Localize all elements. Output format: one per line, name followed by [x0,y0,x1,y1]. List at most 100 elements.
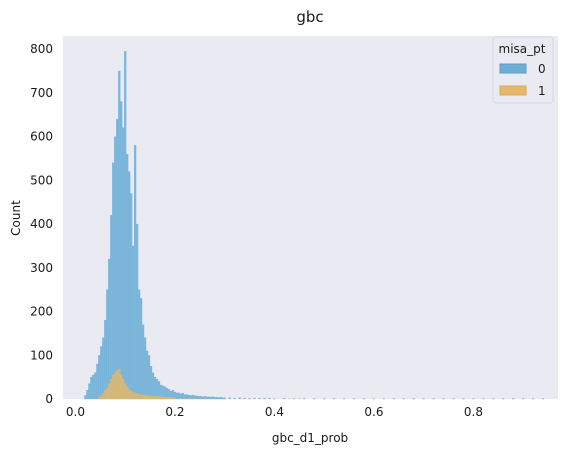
bar-series-0 [86,390,89,400]
bar-series-1 [126,386,129,400]
bar-series-1 [372,398,376,400]
bar-series-0 [136,223,139,400]
y-tick-label: 500 [30,173,53,187]
bar-series-0 [263,397,266,400]
bar-series-0 [88,383,91,400]
bar-series-1 [288,398,291,400]
bar-series-0 [191,394,194,400]
bar-series-1 [165,397,169,400]
bar-series-1 [223,398,226,400]
bar-series-0 [106,289,109,400]
bar-series-0 [94,372,97,400]
bar-series-1 [161,396,165,400]
bar-series-1 [144,395,147,400]
bar-series-1 [178,397,181,400]
bar-series-0 [104,320,107,400]
bar-series-0 [217,397,220,400]
bar-series-1 [193,397,196,400]
bar-series-0 [215,397,218,400]
bar-series-0 [472,398,475,400]
bar-series-0 [124,51,127,400]
legend-title: misa_pt [499,42,546,56]
bar-series-1 [140,394,143,400]
x-tick-label: 0.6 [364,405,383,419]
bar-series-1 [132,392,135,400]
bar-series-1 [147,395,151,400]
y-axis: 0 100 200 300 400 500 600 700 800 [30,42,53,406]
bar-series-0 [221,397,224,400]
bar-series-0 [128,171,131,400]
bar-series-0 [333,398,336,400]
bar-series-1 [130,390,133,400]
bar-series-1 [108,383,111,400]
x-axis-label: gbc_d1_prob [272,431,348,445]
bar-series-1 [136,393,139,400]
bar-series-0 [283,397,286,400]
bar-series-1 [149,395,153,400]
y-axis-label: Count [9,200,23,236]
bar-series-0 [120,101,123,400]
bar-series-1 [153,396,157,400]
bar-series-1 [124,383,127,400]
legend-label-1: 1 [538,84,546,98]
y-tick-label: 600 [30,130,53,144]
bar-series-0 [92,374,95,400]
bar-series-0 [155,379,159,400]
bar-series-0 [132,245,135,400]
bar-series-1 [112,374,115,400]
bar-series-0 [147,355,151,400]
bar-series-1 [298,398,301,400]
bar-series-1 [159,396,163,400]
bar-series-0 [157,381,161,400]
y-tick-label: 100 [30,348,53,362]
legend: misa_pt 0 1 [492,36,554,104]
bar-series-1 [273,398,276,400]
bar-series-0 [134,145,137,400]
bar-series-0 [452,398,455,400]
bar-series-0 [130,193,133,400]
bar-series-0 [442,398,445,400]
bar-series-1 [183,397,186,400]
bar-series-1 [198,398,201,400]
bar-series-0 [422,398,425,400]
bar-series-0 [392,398,395,400]
bar-series-0 [149,366,153,400]
bars-layer [84,51,545,400]
bar-series-1 [248,398,251,400]
bar-series-0 [110,215,113,400]
bar-series-0 [238,397,241,400]
bar-series-0 [522,398,525,400]
bar-series-1 [169,397,173,400]
bar-series-0 [343,398,346,400]
bar-series-1 [102,393,105,400]
bar-series-1 [213,398,216,400]
x-tick-label: 0.0 [66,405,85,419]
bar-series-0 [151,372,155,400]
bar-series-0 [502,398,505,400]
bar-series-0 [102,337,105,400]
bar-series-1 [155,396,159,400]
bar-series-0 [532,398,535,400]
y-tick-label: 200 [30,305,53,319]
bar-series-0 [402,398,405,400]
bar-series-1 [128,389,131,400]
bar-series-0 [211,396,214,400]
x-tick-label: 0.4 [265,405,284,419]
bar-series-1 [110,379,113,400]
bar-series-1 [157,396,161,400]
bar-series-0 [207,396,210,400]
y-tick-label: 800 [30,42,53,56]
legend-swatch-0 [499,63,527,74]
bar-series-0 [253,397,256,400]
bar-series-0 [205,396,208,400]
bar-series-0 [108,258,111,400]
bar-series-1 [171,397,175,400]
bar-series-1 [146,395,149,400]
bar-series-1 [100,395,103,400]
y-tick-label: 700 [30,86,53,100]
bar-series-0 [352,398,356,400]
bar-series-1 [106,387,109,400]
bar-series-0 [382,398,385,400]
bar-series-0 [118,70,121,400]
